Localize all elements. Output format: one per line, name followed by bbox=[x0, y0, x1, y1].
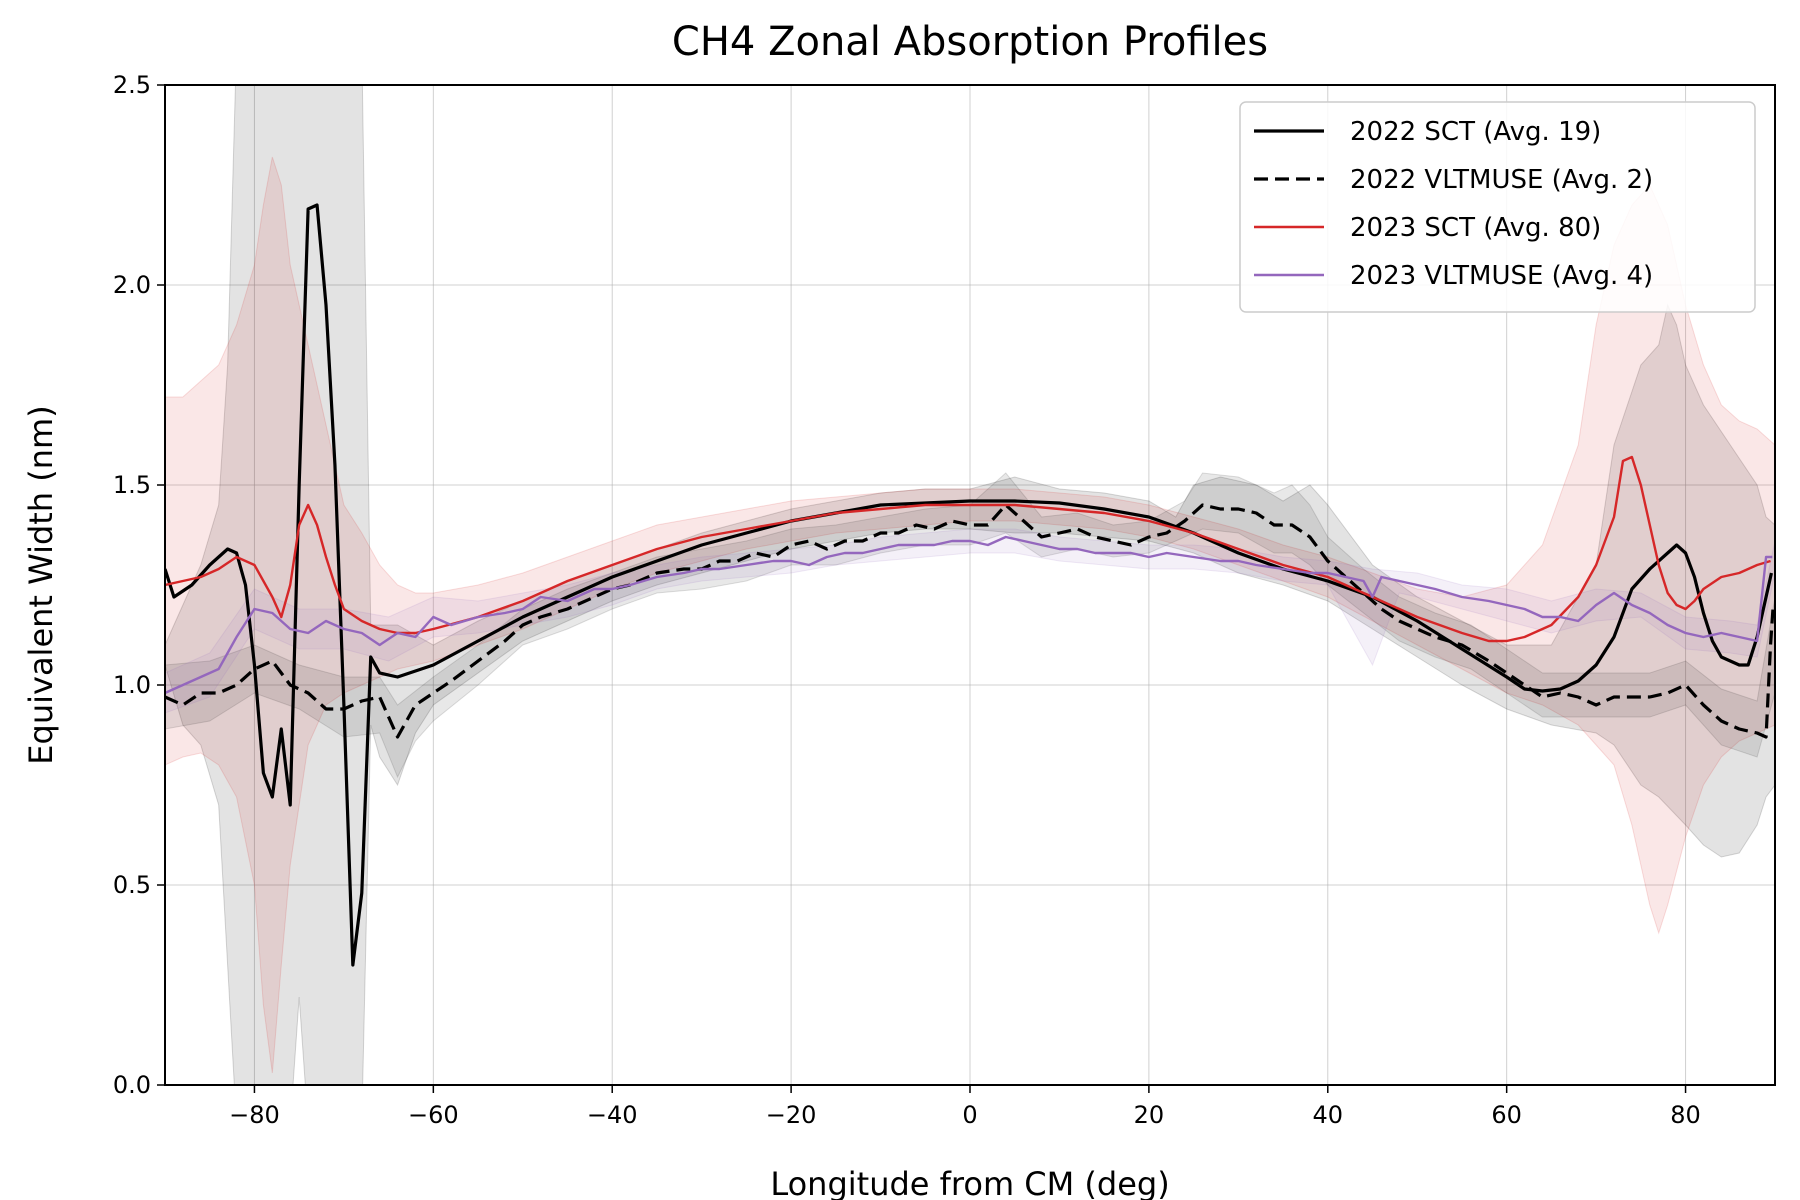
series-line bbox=[165, 203, 1773, 967]
x-tick-label: 20 bbox=[1134, 1101, 1165, 1129]
y-tick-label: 0.5 bbox=[113, 871, 151, 899]
chart-title: CH4 Zonal Absorption Profiles bbox=[672, 19, 1268, 65]
x-tick-label: 0 bbox=[962, 1101, 977, 1129]
legend-label: 2023 SCT (Avg. 80) bbox=[1350, 213, 1601, 243]
axis-ticks: −80 −60 −40 −20 0 20 40 60 80 0.0 0.5 1.0 1.5 2.0 2.5 bbox=[113, 71, 1701, 1129]
series-line bbox=[165, 503, 1775, 739]
y-tick-label: 1.0 bbox=[113, 671, 151, 699]
x-axis-label: Longitude from CM (deg) bbox=[770, 1165, 1169, 1200]
x-tick-label: −20 bbox=[766, 1101, 817, 1129]
y-axis-label: Equivalent Width (nm) bbox=[22, 405, 60, 764]
y-tick-label: 2.0 bbox=[113, 271, 151, 299]
series-lines bbox=[165, 203, 1775, 967]
legend: 2022 SCT (Avg. 19) 2022 VLTMUSE (Avg. 2) 2… bbox=[1239, 101, 1756, 313]
legend-label: 2022 VLTMUSE (Avg. 2) bbox=[1350, 165, 1653, 195]
x-tick-label: −40 bbox=[587, 1101, 638, 1129]
series-line bbox=[165, 455, 1771, 643]
x-tick-label: −80 bbox=[229, 1101, 280, 1129]
legend-label: 2022 SCT (Avg. 19) bbox=[1350, 117, 1601, 147]
y-tick-label: 2.5 bbox=[113, 71, 151, 99]
y-tick-label: 0.0 bbox=[113, 1071, 151, 1099]
error-band bbox=[165, 528, 1775, 714]
legend-box bbox=[1239, 101, 1756, 313]
series-line bbox=[165, 535, 1773, 695]
x-tick-label: 60 bbox=[1491, 1101, 1522, 1129]
legend-label: 2023 VLTMUSE (Avg. 4) bbox=[1350, 261, 1653, 291]
x-tick-label: 40 bbox=[1313, 1101, 1344, 1129]
x-tick-label: 80 bbox=[1670, 1101, 1701, 1129]
x-tick-label: −60 bbox=[408, 1101, 459, 1129]
y-tick-label: 1.5 bbox=[113, 471, 151, 499]
